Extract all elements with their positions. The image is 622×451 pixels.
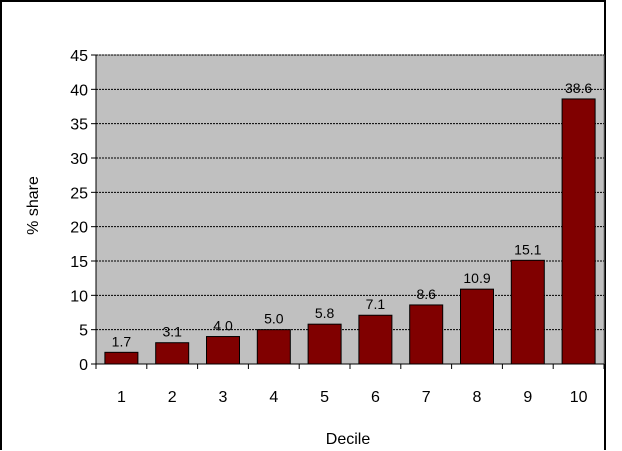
x-tick-label: 2: [168, 389, 177, 406]
x-tick-label: 6: [371, 389, 380, 406]
data-label: 7.1: [366, 296, 386, 312]
data-label: 38.6: [565, 80, 592, 96]
data-label: 8.6: [416, 286, 436, 302]
y-tick-label: 10: [70, 288, 88, 305]
bar: [206, 336, 240, 365]
gridlines: [96, 54, 604, 331]
data-label: 5.8: [315, 305, 335, 321]
x-tick-label: 1: [117, 389, 126, 406]
x-tick-label: 10: [570, 389, 588, 406]
data-label: 1.7: [112, 333, 132, 349]
y-tick-label: 15: [70, 254, 88, 271]
x-tick-label: 5: [320, 389, 329, 406]
axes: [91, 54, 605, 369]
bar: [155, 342, 190, 365]
bar: [256, 329, 291, 365]
bar: [104, 351, 139, 365]
y-tick-label: 20: [70, 220, 88, 237]
labels: 0 5 10 15 20 25 30 35 40 45 1 1.7 2 3.1 3 4.0 4 5.0 5 5.8 6 7…: [70, 48, 592, 406]
data-label: 15.1: [514, 241, 541, 257]
x-tick-label: 8: [473, 389, 482, 406]
y-tick-label: 0: [79, 357, 88, 374]
chart-frame: [0, 0, 606, 450]
y-tick-label: 25: [70, 185, 88, 202]
bar: [307, 323, 342, 365]
bar: [510, 259, 545, 365]
x-axis-title: Decile: [326, 431, 371, 448]
x-tick-label: 4: [269, 389, 278, 406]
y-tick-label: 30: [70, 151, 88, 168]
y-tick-label: 5: [79, 323, 88, 340]
x-tick-label: 3: [219, 389, 228, 406]
y-axis-title: % share: [25, 176, 42, 235]
y-tick-label: 35: [70, 117, 88, 134]
x-tick-label: 7: [422, 389, 431, 406]
data-label: 4.0: [213, 318, 233, 334]
bar: [561, 98, 596, 365]
bars: [104, 98, 596, 365]
data-label: 10.9: [463, 270, 490, 286]
y-tick-label: 40: [70, 82, 88, 99]
x-tick-label: 9: [523, 389, 532, 406]
data-label: 5.0: [264, 311, 284, 327]
bar: [460, 288, 494, 365]
bar: [358, 314, 393, 365]
bar: [409, 304, 444, 365]
y-tick-label: 45: [70, 48, 88, 65]
data-label: 3.1: [162, 324, 182, 340]
